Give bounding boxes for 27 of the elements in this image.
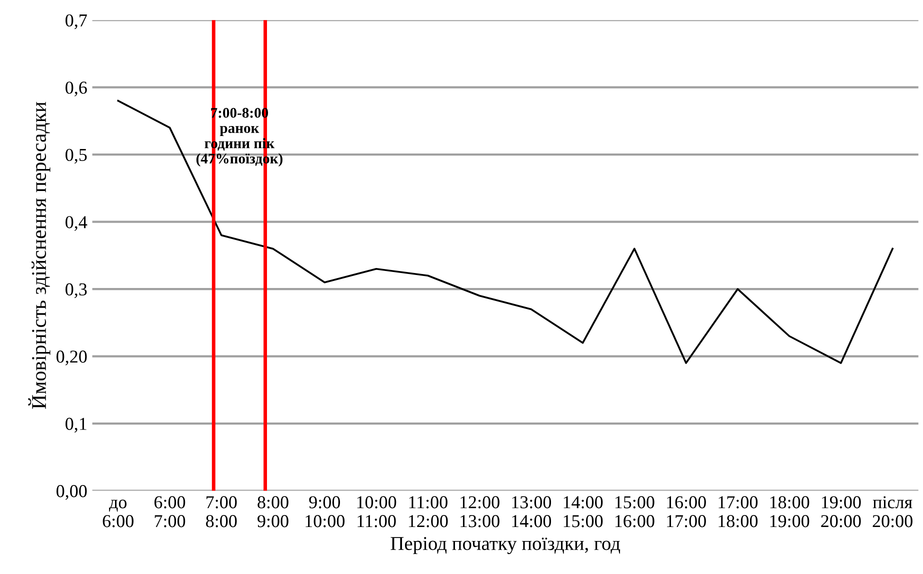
x-tick-label: 11:00 12:00 xyxy=(408,496,448,528)
x-tick-label: 16:00 17:00 xyxy=(667,496,706,528)
x-tick-label: 15:00 16:00 xyxy=(615,496,654,528)
x-tick-label: 13:00 14:00 xyxy=(512,496,552,528)
y-tick-label: 0,20 xyxy=(56,350,87,366)
x-tick-label: 12:00 13:00 xyxy=(460,496,500,528)
x-tick-label: 17:00 18:00 xyxy=(718,496,758,528)
x-tick-label: 8:00 9:00 xyxy=(258,496,288,528)
x-tick-label: 9:00 10:00 xyxy=(306,496,345,528)
x-tick-label: 14:00 15:00 xyxy=(564,496,603,528)
x-tick-label: 19:00 20:00 xyxy=(821,496,861,528)
y-tick-label: 0,1 xyxy=(66,418,86,433)
y-tick-label: 0,00 xyxy=(56,485,87,500)
x-tick-label: до 6:00 xyxy=(102,500,134,528)
x-axis-title: Період початку поїздки, год xyxy=(390,537,620,554)
x-tick-label: після 20:00 xyxy=(872,496,912,528)
x-tick-label: 18:00 19:00 xyxy=(770,496,810,528)
x-tick-label: 7:00 8:00 xyxy=(206,496,237,528)
y-tick-label: 0,6 xyxy=(66,82,87,96)
line-series xyxy=(117,100,894,364)
x-tick-label: 6:00 7:00 xyxy=(154,496,186,528)
x-tick-label: 10:00 11:00 xyxy=(357,496,396,528)
y-tick-label: 0,4 xyxy=(66,216,88,231)
y-tick-label: 0,3 xyxy=(66,283,87,298)
y-tick-label: 0,7 xyxy=(66,14,87,30)
y-axis-title: Ймовірність здійснення пересадки xyxy=(28,102,50,409)
y-tick-label: 0,5 xyxy=(66,148,87,164)
